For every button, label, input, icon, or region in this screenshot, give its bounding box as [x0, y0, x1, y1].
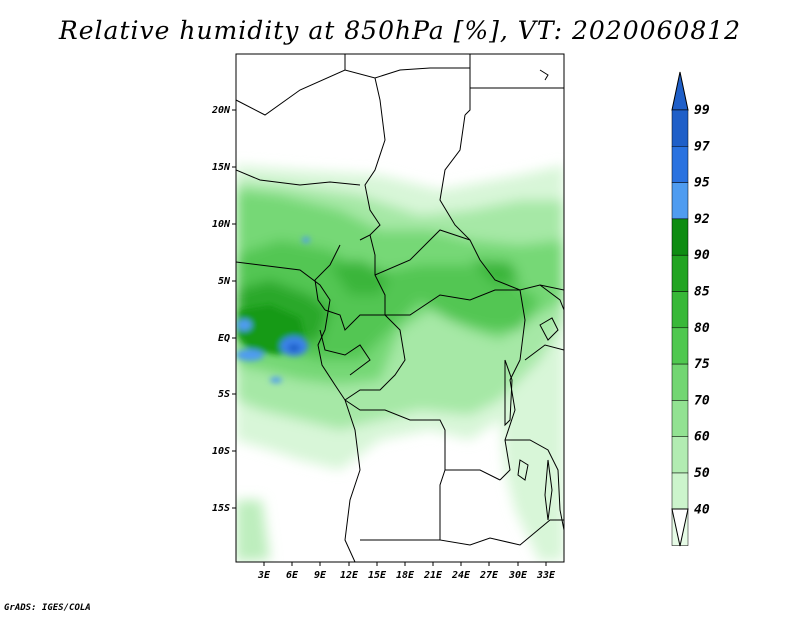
colorbar-cell [671, 472, 689, 510]
lon-label: 30E [508, 570, 528, 581]
lon-label: 12E [340, 570, 359, 581]
lat-label: 5N [218, 276, 231, 287]
map-frame [235, 53, 565, 563]
colorbar-label: 70 [694, 393, 710, 408]
lat-label: 15S [212, 503, 230, 514]
colorbar-label: 95 [694, 176, 710, 191]
map-title: Relative humidity at 850hPa [%], VT: 202… [58, 16, 742, 45]
colorbar-cells [671, 109, 689, 546]
colorbar-label: 40 [694, 502, 710, 517]
lon-label: 3E [257, 570, 271, 581]
grads-credit: GrADS: IGES/COLA [4, 603, 91, 613]
lat-label: 10S [212, 446, 230, 457]
colorbar-cell [671, 146, 689, 183]
colorbar-cell [671, 182, 689, 220]
lon-label: 9E [314, 570, 327, 581]
colorbar-cell [671, 254, 689, 292]
colorbar-label: 90 [694, 248, 710, 263]
colorbar-label: 80 [694, 321, 710, 336]
country-borders [236, 54, 564, 562]
lon-axis: 3E 6E 9E 12E 15E 18E 21E 24E 27E 30E 33E [257, 562, 556, 581]
lon-label: 24E [451, 570, 471, 581]
colorbar-bottom-arrow [671, 508, 689, 547]
lon-label: 33E [536, 570, 556, 581]
lon-label: 27E [479, 570, 499, 581]
colorbar-label: 60 [694, 430, 710, 445]
colorbar-cell [671, 291, 689, 329]
colorbar-label: 97 [694, 139, 710, 154]
colorbar-label: 92 [694, 212, 710, 227]
colorbar-cell [671, 327, 689, 365]
lon-label: 18E [396, 570, 415, 581]
lat-label: 15N [212, 162, 231, 173]
lat-axis: 20N 15N 10N 5N EQ 5S 10S 15S [211, 105, 236, 514]
lat-label: 10N [212, 219, 231, 230]
colorbar-cell [671, 436, 689, 474]
lon-label: 15E [368, 570, 387, 581]
humidity-field [236, 165, 564, 562]
colorbar-top-arrow [671, 71, 689, 111]
colorbar-label: 75 [694, 357, 710, 372]
colorbar-labels: 99 97 95 92 90 85 80 75 70 60 50 40 [694, 103, 710, 517]
lat-label: EQ [218, 333, 230, 344]
colorbar-cell [671, 218, 689, 256]
lat-label: 20N [211, 105, 231, 116]
lat-label: 5S [218, 389, 230, 400]
colorbar-cell [671, 400, 689, 437]
colorbar-label: 85 [694, 285, 710, 300]
colorbar-label: 50 [694, 466, 710, 481]
colorbar-cell [671, 109, 689, 147]
colorbar-label: 99 [694, 103, 710, 118]
colorbar: 99 97 95 92 90 85 80 75 70 60 50 40 [671, 71, 710, 547]
lon-label: 21E [423, 570, 443, 581]
colorbar-cell [671, 363, 689, 401]
lon-label: 6E [286, 570, 299, 581]
